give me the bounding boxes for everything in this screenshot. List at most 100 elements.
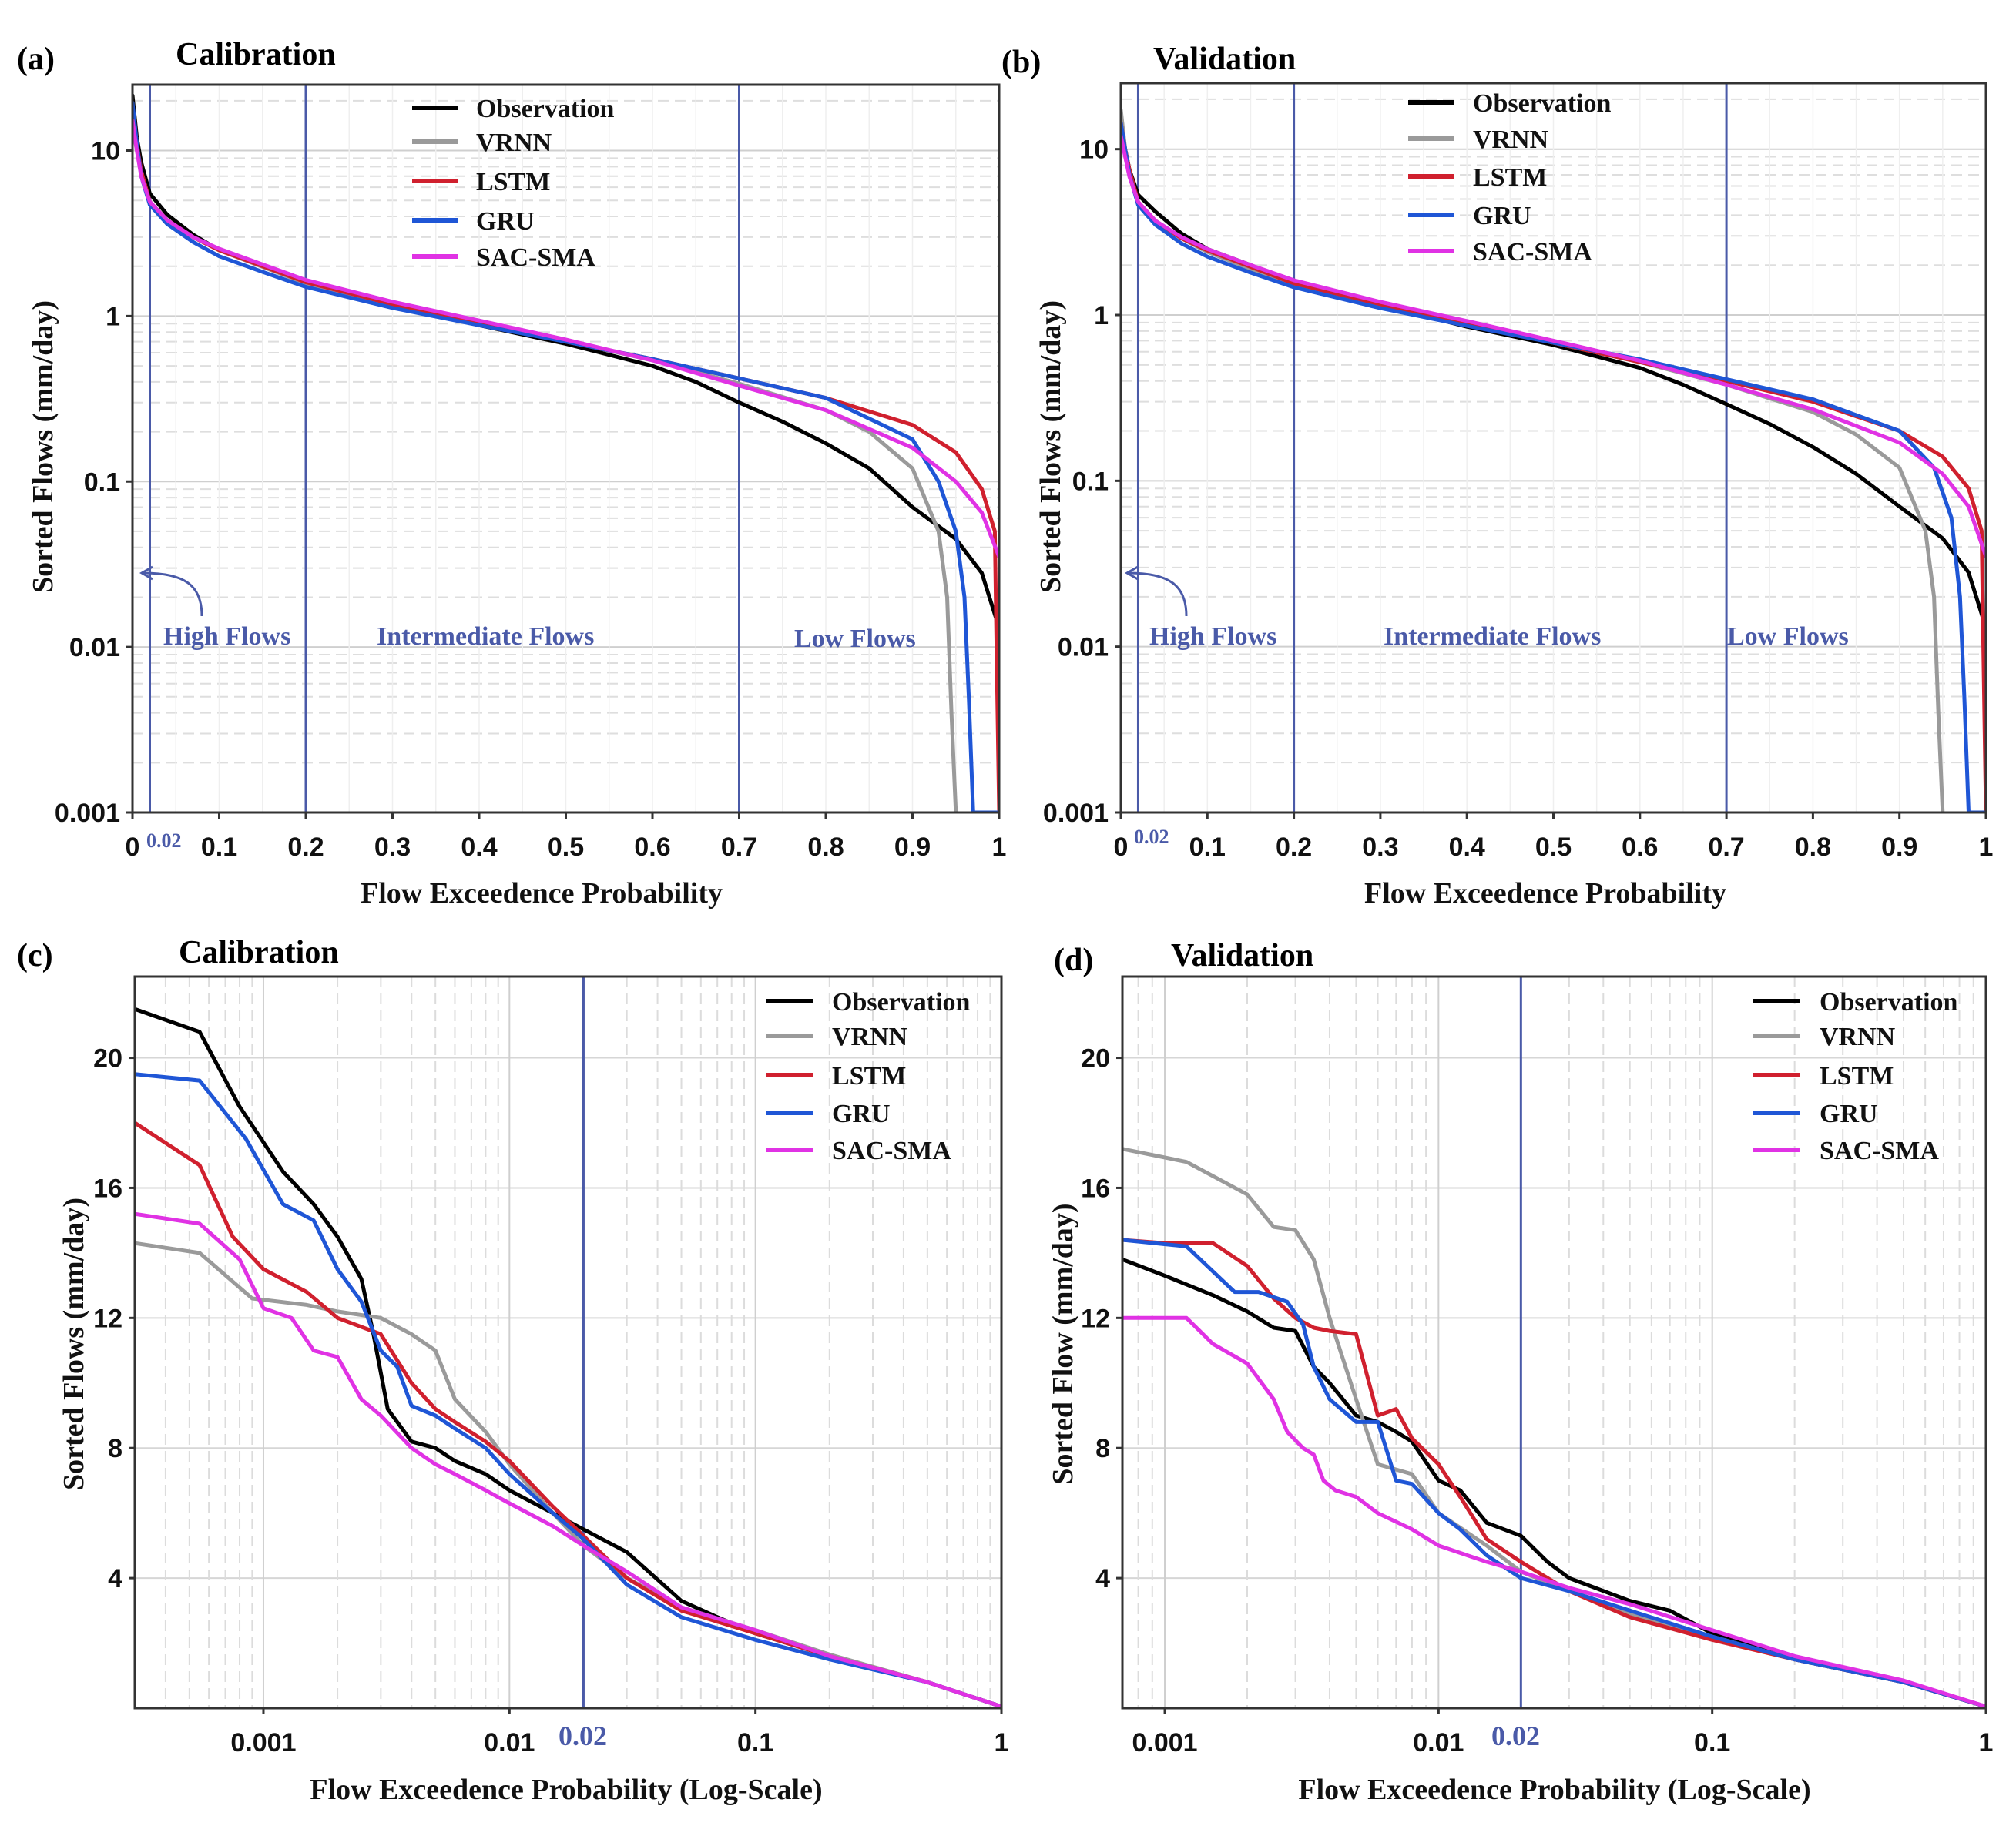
series-line-vrnn	[135, 1241, 1001, 1708]
panel-d-label: (d)	[1054, 943, 1093, 978]
x-tick-label: 0.9	[894, 833, 931, 862]
series-line-gru	[1122, 1238, 1986, 1708]
legend-label-sac-sma: SAC-SMA	[1820, 1137, 1939, 1165]
legend-label-gru: GRU	[476, 207, 535, 236]
legend-label-vrnn: VRNN	[832, 1023, 908, 1051]
grid	[135, 977, 1001, 1708]
marker-label-002: 0.02	[1491, 1720, 1540, 1751]
legend-label-observation: Observation	[1820, 988, 1958, 1017]
x-tick-label: 0.4	[1449, 833, 1485, 862]
panel-b-legend: Observation VRNN LSTM GRU SAC-SMA	[1408, 89, 1612, 266]
legend-label-lstm: LSTM	[1473, 163, 1547, 192]
x-tick-label: 0.7	[721, 833, 757, 862]
plot-frame	[1121, 975, 1987, 1710]
y-tick-label: 1	[106, 302, 120, 331]
grid	[1121, 83, 1986, 812]
x-tick-label: 0.3	[1362, 833, 1398, 862]
x-tick-label: 1	[995, 1728, 1009, 1757]
panel-c-ylabel: Sorted Flows (mm/day)	[58, 1198, 90, 1490]
legend-label-observation: Observation	[832, 988, 971, 1017]
x-tick-label: 0.7	[1708, 833, 1744, 862]
marker-label-002: 0.02	[559, 1720, 607, 1751]
y-tick-label: 8	[1095, 1434, 1110, 1463]
panel-b-title: Validation	[1153, 42, 1296, 77]
high-flows-arrowhead	[139, 565, 153, 581]
y-tick-label: 20	[93, 1044, 122, 1074]
high-flows-arrow	[143, 571, 203, 617]
x-tick-label: 0.5	[1535, 833, 1572, 862]
x-tick-label: 0.5	[548, 833, 584, 862]
legend-label-vrnn: VRNN	[1820, 1023, 1896, 1051]
y-tick-label: 10	[1079, 136, 1109, 165]
x-tick-label: 0.01	[484, 1728, 535, 1757]
x-tick-label: 0	[126, 833, 140, 862]
series-group	[132, 93, 999, 812]
x-tick-label: 0.2	[1276, 833, 1312, 862]
series-line-observation	[1122, 1257, 1986, 1708]
series-line-lstm	[1122, 1238, 1986, 1708]
x-tick-label: 0.1	[201, 833, 237, 862]
x-tick-label: 0.1	[1189, 833, 1226, 862]
region-label-low-flows: Low Flows	[794, 625, 916, 653]
x-tick-label: 1	[1979, 1728, 1994, 1757]
panel-b-label: (b)	[1001, 45, 1041, 80]
legend-label-gru: GRU	[832, 1100, 891, 1128]
x-tick-label: 0.4	[461, 833, 497, 862]
y-tick-label: 0.001	[55, 799, 120, 828]
series-line-sac-sma	[132, 118, 999, 559]
panel-d-title: Validation	[1171, 938, 1313, 973]
series-line-vrnn	[1122, 1147, 1986, 1708]
y-tick-label: 16	[93, 1174, 122, 1203]
x-tick-label: 0.001	[1132, 1728, 1197, 1757]
series-group	[135, 1007, 1001, 1708]
legend-label-lstm: LSTM	[832, 1062, 906, 1091]
x-tick-label: 0.2	[287, 833, 324, 862]
region-label-intermediate-flows: Intermediate Flows	[377, 622, 594, 651]
legend-label-observation: Observation	[476, 95, 615, 123]
marker-label-002: 0.02	[146, 829, 182, 852]
y-tick-label: 20	[1081, 1044, 1110, 1074]
high-flows-arrowhead	[1124, 565, 1139, 581]
x-tick-label: 0.6	[1622, 833, 1658, 862]
x-tick-label: 0.1	[1694, 1728, 1730, 1757]
legend-label-lstm: LSTM	[1820, 1062, 1894, 1091]
panel-b-xlabel: Flow Exceedence Probability	[1364, 877, 1726, 910]
legend-label-vrnn: VRNN	[476, 129, 552, 157]
region-label-low-flows: Low Flows	[1727, 622, 1849, 651]
legend-label-sac-sma: SAC-SMA	[832, 1137, 951, 1165]
x-tick-label: 0.8	[1795, 833, 1831, 862]
x-tick-label: 1	[992, 833, 1007, 862]
panel-c-legend: Observation VRNN LSTM GRU SAC-SMA	[766, 988, 971, 1165]
x-tick-label: 1	[1979, 833, 1994, 862]
plot-frame	[133, 975, 1003, 1710]
marker-label-002: 0.02	[1134, 826, 1169, 848]
panel-d-xlabel: Flow Exceedence Probability (Log-Scale)	[1298, 1774, 1810, 1806]
series-group	[1122, 1147, 1986, 1708]
x-tick-label: 0.01	[1413, 1728, 1464, 1757]
region-label-intermediate-flows: Intermediate Flows	[1384, 622, 1601, 651]
series-line-sac-sma	[1122, 1315, 1986, 1708]
legend-label-sac-sma: SAC-SMA	[1473, 238, 1592, 266]
panel-a-xlabel: Flow Exceedence Probability	[361, 877, 723, 910]
panel-a-label: (a)	[17, 42, 55, 77]
x-tick-label: 0.001	[230, 1728, 296, 1757]
y-tick-label: 4	[108, 1564, 122, 1593]
x-tick-label: 0.6	[634, 833, 670, 862]
panel-c: (c) Calibration 4 8 12 16 20 0.001 0.01 0.1 1 Ob…	[17, 935, 1008, 1806]
y-tick-label: 12	[93, 1304, 122, 1333]
series-group	[1121, 108, 1986, 812]
y-tick-label: 0.01	[69, 633, 120, 662]
region-label-high-flows: High Flows	[163, 622, 290, 651]
series-line-sac-sma	[1121, 134, 1986, 558]
series-line-gru	[135, 1072, 1001, 1708]
panel-b-ylabel: Sorted Flows (mm/day)	[1035, 300, 1067, 593]
legend-label-vrnn: VRNN	[1473, 126, 1549, 154]
y-tick-label: 16	[1081, 1174, 1110, 1203]
y-tick-label: 8	[108, 1434, 122, 1463]
panel-c-xlabel: Flow Exceedence Probability (Log-Scale)	[310, 1774, 822, 1806]
